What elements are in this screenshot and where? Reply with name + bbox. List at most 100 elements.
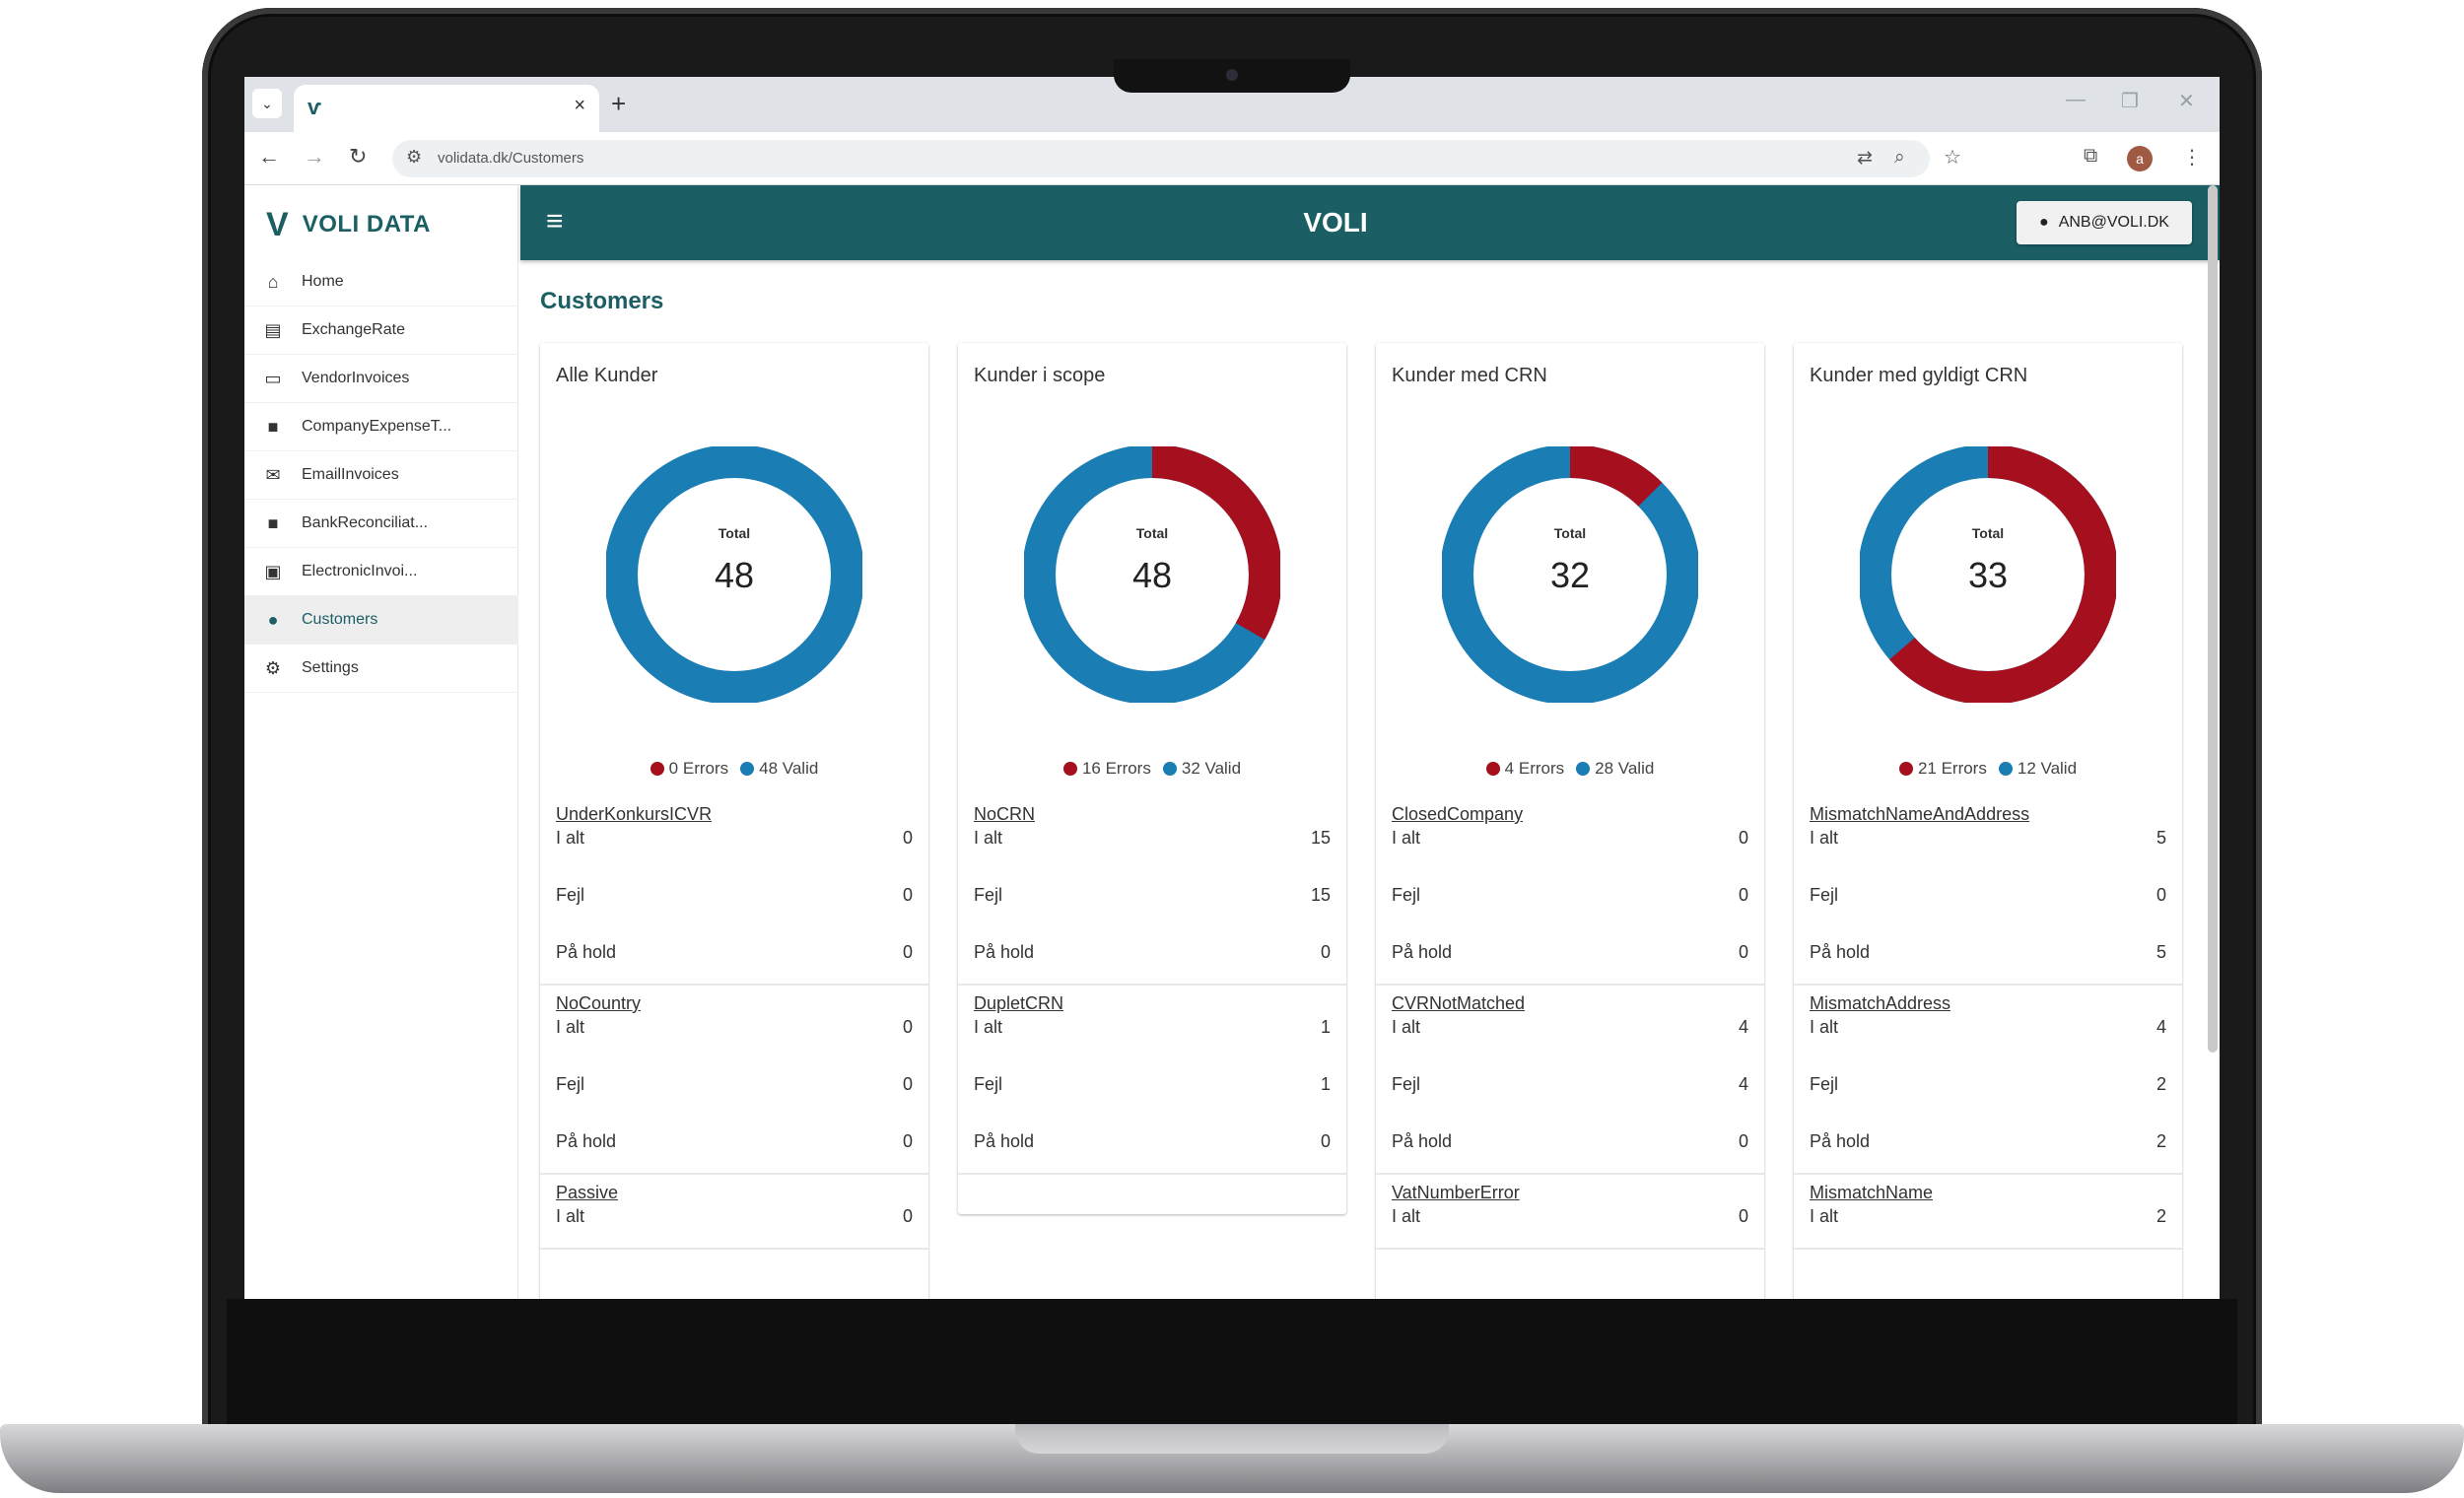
new-tab-button[interactable]: + [611, 89, 627, 118]
legend-errors[interactable]: 21 Errors [1898, 759, 1987, 779]
site-info-icon[interactable]: ⚙ [406, 147, 423, 167]
legend-dot-icon [1898, 762, 1913, 776]
sidebar-item-label: Settings [302, 659, 359, 676]
sidebar-item-vendorinvoices[interactable]: ▭ VendorInvoices [244, 355, 518, 403]
legend-valid[interactable]: 32 Valid [1162, 759, 1242, 779]
donut-errors-segment[interactable] [1440, 444, 1700, 705]
legend-label: 32 Valid [1181, 759, 1242, 778]
close-window-icon[interactable]: ✕ [2178, 91, 2195, 112]
donut-valid-segment[interactable] [604, 444, 864, 705]
legend-label: 12 Valid [2017, 759, 2078, 778]
metric-row: Fejl 0 [556, 1072, 913, 1129]
metric-group: NoCRN I alt 15 Fejl 15 På hold 0 [958, 796, 1346, 986]
legend-valid[interactable]: 12 Valid [1998, 759, 2078, 779]
metric-value: 15 [1310, 828, 1331, 848]
metric-group-link[interactable]: CVRNotMatched [1392, 993, 1526, 1013]
metric-row: På hold 0 [974, 940, 1331, 984]
sidebar-item-settings[interactable]: ⚙ Settings [244, 645, 518, 693]
legend-errors[interactable]: 16 Errors [1062, 759, 1151, 779]
metric-group-link[interactable]: NoCountry [556, 993, 642, 1013]
metric-row: Fejl 1 [974, 1072, 1331, 1129]
reload-icon[interactable]: ↻ [349, 144, 368, 169]
metric-value: 15 [1310, 885, 1331, 905]
metric-group-link[interactable]: MismatchAddress [1810, 993, 1951, 1013]
sidebar-item-customers[interactable]: ● Customers [244, 596, 518, 645]
donut-svg [1022, 444, 1282, 705]
metric-value: 2 [2156, 1074, 2166, 1094]
back-icon[interactable]: ← [258, 144, 280, 169]
chart-legend: 16 Errors 32 Valid [958, 759, 1346, 779]
credit-card-icon: ▭ [264, 368, 282, 388]
metric-label: I alt [1810, 1017, 1839, 1037]
legend-valid[interactable]: 48 Valid [740, 759, 818, 779]
forward-icon[interactable]: → [304, 144, 325, 169]
metric-value: 0 [902, 1131, 913, 1151]
legend-dot-icon [1485, 762, 1500, 776]
legend-label: 21 Errors [1917, 759, 1987, 778]
metric-label: I alt [556, 1206, 585, 1226]
hamburger-menu-icon[interactable]: ≡ [546, 205, 564, 238]
legend-label: 28 Valid [1595, 759, 1655, 778]
metric-value: 0 [2156, 885, 2166, 905]
donut-errors-segment[interactable] [1022, 444, 1282, 705]
sidebar-item-emailinvoices[interactable]: ✉ EmailInvoices [244, 451, 518, 500]
donut-total-value: 32 [1549, 555, 1591, 595]
browser-tab[interactable]: ⱱ × [294, 85, 599, 132]
sidebar-item-companyexpense[interactable]: ■ CompanyExpenseT... [244, 403, 518, 451]
metric-label: I alt [1810, 828, 1839, 848]
metric-row: På hold 5 [1810, 940, 2166, 984]
sidebar-item-label: VendorInvoices [302, 370, 410, 386]
sidebar-item-bankreconciliation[interactable]: ■ BankReconciliat... [244, 500, 518, 548]
metric-group-link[interactable]: VatNumberError [1392, 1183, 1520, 1202]
metric-row: I alt 0 [1392, 1204, 1748, 1248]
legend-dot-icon [1062, 762, 1077, 776]
user-account-button[interactable]: ● ANB@VOLI.DK [2017, 201, 2192, 244]
metric-row: På hold 0 [556, 1129, 913, 1173]
donut-chart: Total 32 [1440, 444, 1700, 705]
metric-group-link[interactable]: MismatchName [1810, 1183, 1934, 1202]
metric-row: Fejl 0 [556, 883, 913, 940]
metric-label: Fejl [1392, 1074, 1421, 1094]
sidebar-item-exchangerate[interactable]: ▤ ExchangeRate [244, 306, 518, 355]
page-scrollbar[interactable] [2208, 185, 2218, 1053]
bookmark-star-icon[interactable]: ☆ [1944, 147, 1961, 169]
more-menu-icon[interactable]: ⋮ [2182, 147, 2202, 169]
brand[interactable]: V VOLI DATA [266, 205, 431, 244]
legend-valid[interactable]: 28 Valid [1576, 759, 1654, 779]
legend-dot-icon [1998, 762, 2013, 776]
sidebar-item-home[interactable]: ⌂ Home [244, 258, 518, 306]
url-text[interactable]: volidata.dk/Customers [438, 150, 584, 167]
minimize-icon[interactable]: — [2066, 89, 2086, 110]
metric-group-link[interactable]: UnderKonkursICVR [556, 804, 713, 824]
metric-label: I alt [1810, 1206, 1839, 1226]
restore-icon[interactable]: ❐ [2121, 91, 2139, 112]
sidebar-item-electronicinvoices[interactable]: ▣ ElectronicInvoi... [244, 548, 518, 596]
metric-groups: ClosedCompany I alt 0 Fejl 0 På hold 0 CVRNotMa… [1376, 796, 1764, 1250]
legend-dot-icon [650, 762, 664, 776]
metric-value: 0 [902, 1074, 913, 1094]
donut-errors-segment[interactable] [1858, 444, 2118, 705]
extensions-icon[interactable]: ⧉ [2084, 145, 2098, 167]
address-bar[interactable]: ⚙ volidata.dk/Customers ⇄ ⌕ [392, 140, 1930, 177]
chevron-down-icon: ⌄ [261, 95, 273, 111]
metric-value: 2 [2156, 1206, 2166, 1226]
profile-avatar[interactable]: a [2127, 146, 2153, 171]
metric-group-link[interactable]: ClosedCompany [1392, 804, 1524, 824]
metric-value: 1 [1320, 1074, 1331, 1094]
metric-label: I alt [1392, 828, 1421, 848]
tab-list-button[interactable]: ⌄ [252, 89, 282, 118]
metric-group-link[interactable]: MismatchNameAndAddress [1810, 804, 2030, 824]
legend-label: 48 Valid [759, 759, 819, 778]
translate-icon[interactable]: ⇄ [1857, 148, 1873, 169]
metric-group-link[interactable]: NoCRN [974, 804, 1036, 824]
metric-group-link[interactable]: Passive [556, 1183, 619, 1202]
close-tab-button[interactable]: × [574, 95, 585, 116]
voli-logo-icon: V [266, 205, 289, 243]
page-title: Customers [540, 288, 664, 314]
metric-row: På hold 0 [974, 1129, 1331, 1173]
chart-legend: 0 Errors 48 Valid [540, 759, 928, 779]
legend-errors[interactable]: 0 Errors [650, 759, 728, 779]
metric-group-link[interactable]: DupletCRN [974, 993, 1064, 1013]
zoom-icon[interactable]: ⌕ [1894, 147, 1905, 168]
legend-errors[interactable]: 4 Errors [1485, 759, 1564, 779]
